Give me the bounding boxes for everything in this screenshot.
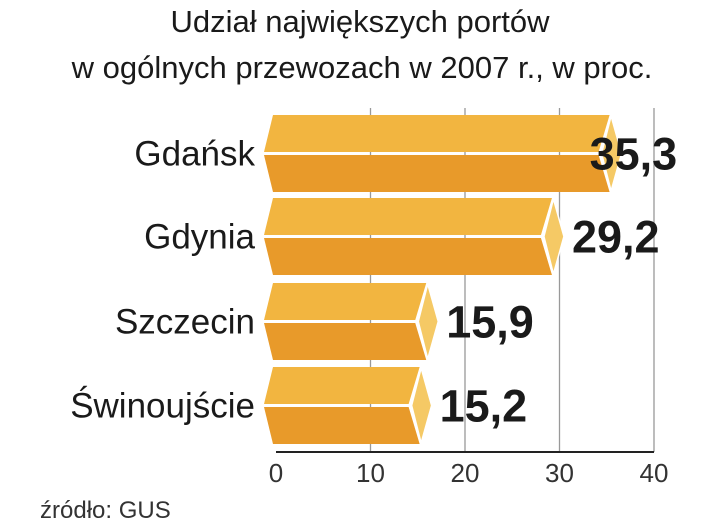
- bar-end-cap: [600, 113, 623, 194]
- value-label: 29,2: [572, 212, 660, 263]
- x-tick-label: 40: [640, 458, 669, 488]
- x-tick-label: 20: [451, 458, 480, 488]
- x-tick-label: 30: [545, 458, 574, 488]
- bar-bottom-face: [264, 155, 610, 192]
- bar-top-face: [264, 198, 552, 235]
- bar-top-face: [264, 283, 427, 320]
- bar-end-cap: [410, 365, 433, 446]
- bar-bottom-face: [264, 323, 427, 360]
- value-label: 15,2: [440, 381, 528, 432]
- bar-end-cap: [543, 196, 565, 277]
- x-tick-label: 10: [356, 458, 385, 488]
- category-label: Gdynia: [144, 218, 255, 257]
- value-label: 15,9: [446, 297, 534, 348]
- source-note: źródło: GUS: [40, 497, 171, 524]
- chart-title-line-1: Udział największych portów: [170, 4, 550, 39]
- x-tick-label: 0: [269, 458, 283, 488]
- value-label: 35,3: [590, 129, 678, 180]
- bar-group: Gdańsk 35,3: [134, 113, 678, 194]
- category-label: Szczecin: [115, 303, 255, 342]
- bar-top-face: [264, 115, 610, 152]
- bar-top-face: [264, 367, 420, 404]
- bar-end-cap: [417, 281, 440, 362]
- category-label: Gdańsk: [134, 135, 255, 174]
- chart-title-line-2: w ogólnych przewozach w 2007 r., w proc.: [71, 50, 653, 85]
- category-label: Świnoujście: [70, 386, 255, 426]
- bar-group: Świnoujście 15,2: [70, 365, 528, 446]
- bar-bottom-face: [264, 407, 420, 444]
- bar-bottom-face: [264, 238, 552, 275]
- bar-group: Gdynia 29,2: [144, 196, 660, 277]
- bar-group: Szczecin 15,9: [115, 281, 534, 362]
